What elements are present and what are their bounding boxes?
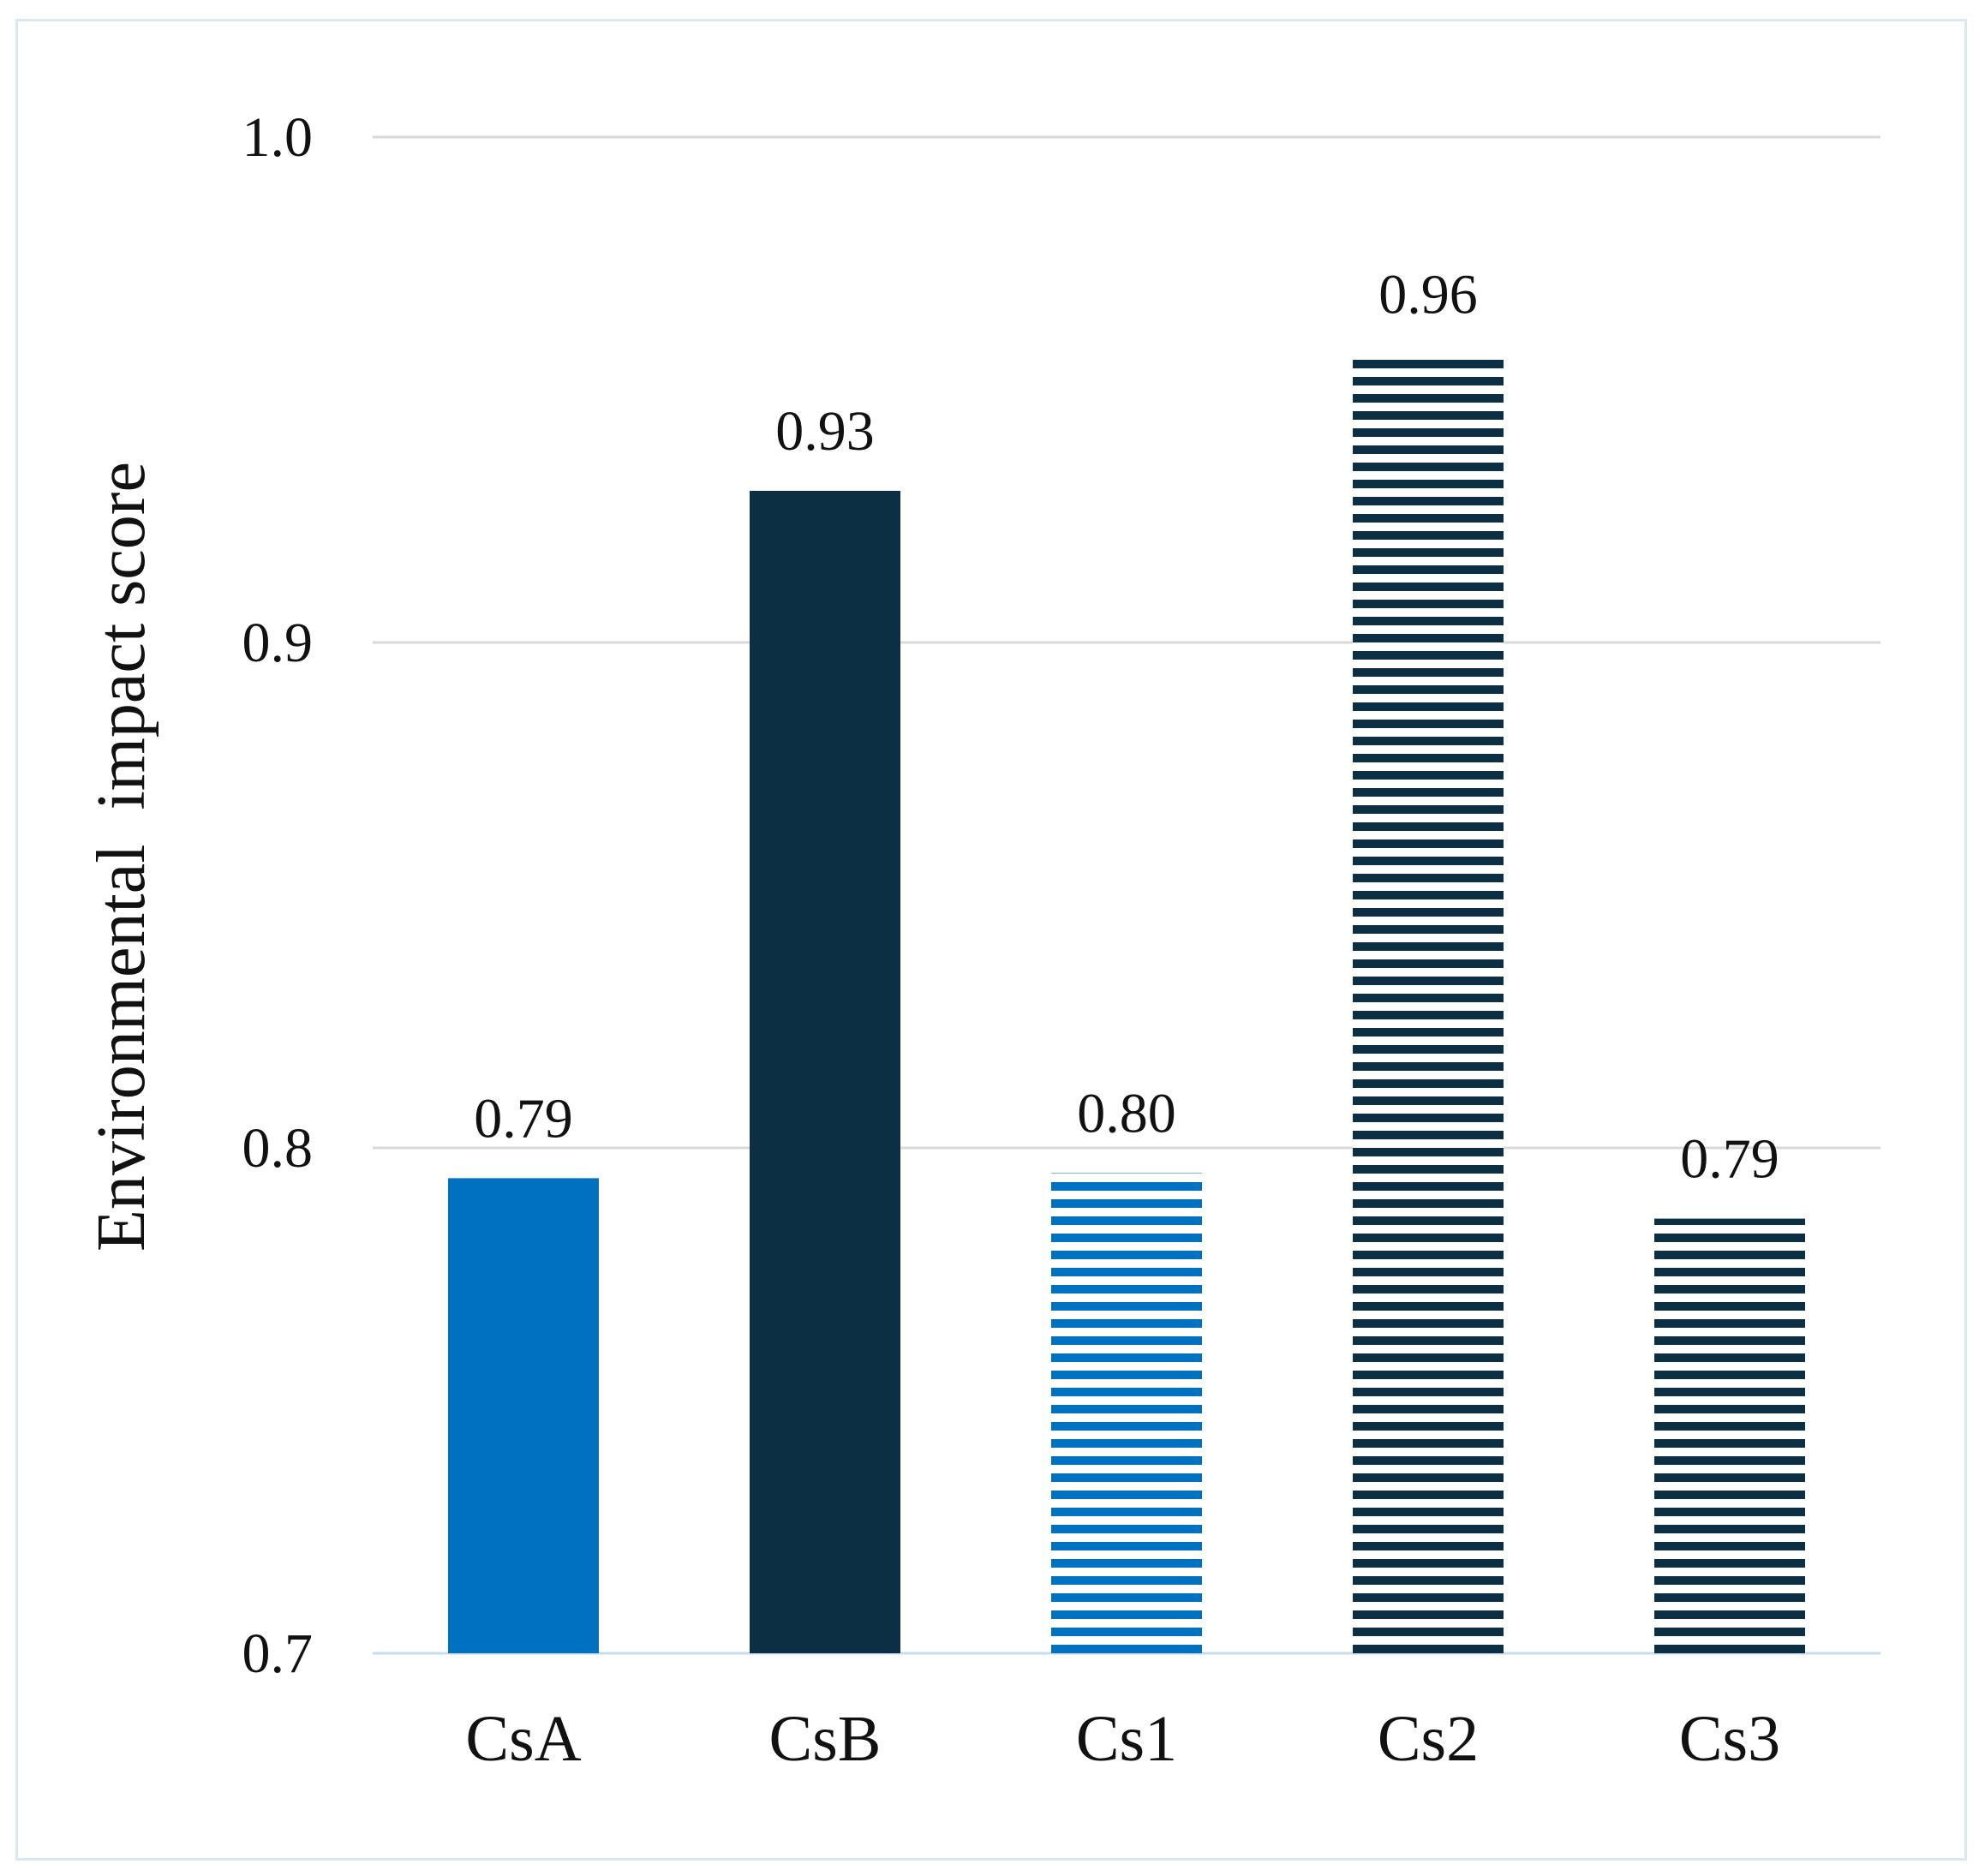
bar-csb	[750, 491, 900, 1653]
chart-frame	[15, 19, 1967, 1861]
data-label-cs3: 0.79	[1680, 1128, 1779, 1191]
y-tick-label: 0.8	[242, 1117, 314, 1180]
y-tick-label: 1.0	[242, 106, 314, 169]
data-label-cs1: 0.80	[1077, 1083, 1176, 1145]
x-tick-label-cs1: Cs1	[1076, 1703, 1177, 1775]
bar-cs2	[1353, 354, 1504, 1654]
data-label-csb: 0.93	[775, 400, 875, 463]
y-tick-label: 0.9	[242, 612, 314, 674]
bar-csa	[448, 1178, 599, 1653]
x-tick-label-cs3: Cs3	[1679, 1703, 1780, 1775]
x-tick-label-cs2: Cs2	[1378, 1703, 1479, 1775]
x-tick-label-csb: CsB	[769, 1703, 882, 1775]
y-tick-label: 0.7	[242, 1622, 314, 1685]
bar-cs3	[1654, 1218, 1805, 1653]
y-axis-label: Environmental impact score	[84, 462, 159, 1252]
x-tick-label-csa: CsA	[465, 1703, 581, 1775]
data-label-cs2: 0.96	[1378, 264, 1478, 326]
data-label-csa: 0.79	[474, 1087, 573, 1150]
bar-cs1	[1051, 1173, 1202, 1653]
